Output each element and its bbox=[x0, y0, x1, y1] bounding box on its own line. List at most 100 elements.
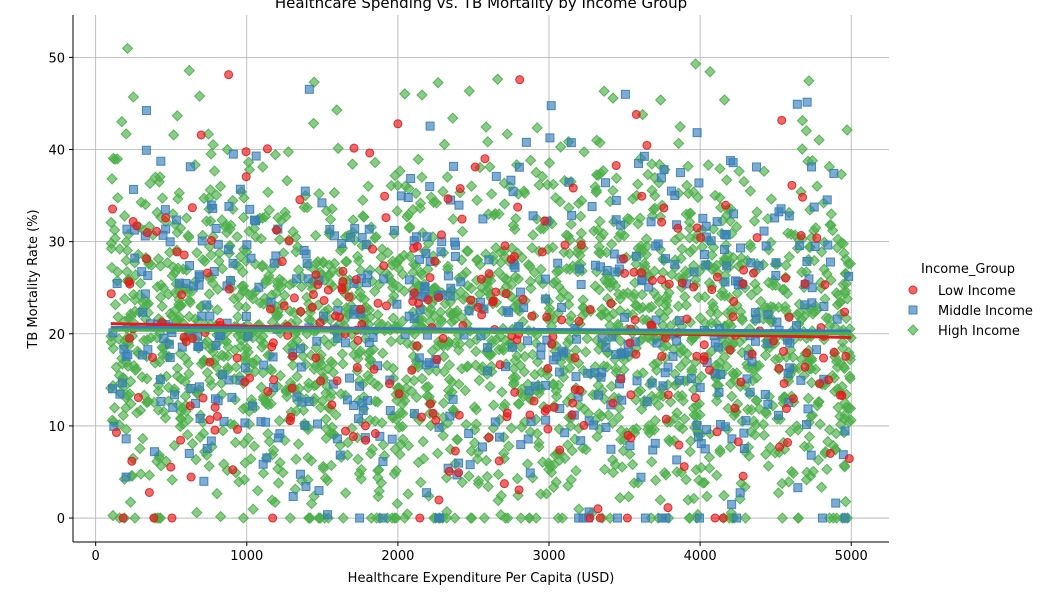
data-point bbox=[560, 229, 573, 241]
data-point bbox=[348, 432, 358, 442]
data-point bbox=[451, 433, 463, 446]
data-point bbox=[814, 379, 824, 389]
data-point bbox=[501, 128, 513, 140]
data-point bbox=[533, 179, 545, 191]
data-point bbox=[362, 369, 374, 382]
data-point bbox=[729, 296, 739, 306]
data-point bbox=[491, 287, 501, 297]
data-point bbox=[712, 427, 722, 437]
data-point bbox=[499, 398, 511, 410]
data-point bbox=[562, 298, 575, 311]
data-point bbox=[173, 187, 185, 199]
data-point bbox=[800, 474, 813, 486]
data-point bbox=[480, 454, 492, 467]
x-tick-label: 0 bbox=[92, 549, 100, 564]
data-point bbox=[721, 200, 731, 210]
data-point bbox=[428, 408, 438, 418]
data-point bbox=[156, 192, 169, 204]
data-point bbox=[355, 381, 365, 391]
data-point bbox=[281, 175, 293, 187]
data-point bbox=[210, 425, 220, 435]
data-point bbox=[319, 295, 329, 305]
data-point bbox=[311, 270, 321, 280]
data-point bbox=[718, 351, 731, 363]
data-point bbox=[108, 224, 121, 236]
data-point bbox=[309, 229, 322, 242]
data-point bbox=[829, 347, 839, 357]
data-point bbox=[304, 512, 316, 524]
data-point bbox=[511, 472, 524, 485]
data-point bbox=[411, 232, 421, 242]
data-point bbox=[106, 261, 118, 274]
data-point bbox=[164, 339, 174, 349]
data-point bbox=[269, 258, 279, 268]
data-point bbox=[288, 351, 298, 361]
data-point bbox=[473, 302, 483, 312]
data-point bbox=[574, 513, 584, 523]
data-point bbox=[838, 362, 851, 375]
data-point bbox=[125, 333, 135, 343]
data-point bbox=[241, 172, 251, 182]
data-point bbox=[554, 141, 567, 153]
data-point bbox=[130, 363, 143, 375]
data-point bbox=[120, 254, 132, 267]
data-point bbox=[830, 512, 843, 524]
data-point bbox=[109, 298, 122, 311]
data-point bbox=[803, 404, 813, 414]
data-point bbox=[463, 470, 475, 482]
data-point bbox=[728, 312, 738, 322]
data-point bbox=[800, 125, 813, 137]
data-point bbox=[295, 469, 305, 479]
data-point bbox=[498, 198, 511, 210]
data-point bbox=[698, 213, 708, 223]
data-point bbox=[796, 375, 806, 385]
data-point bbox=[604, 281, 617, 293]
data-point bbox=[368, 285, 381, 298]
data-point bbox=[700, 444, 710, 454]
data-point bbox=[492, 494, 504, 507]
data-point bbox=[416, 269, 428, 281]
data-point bbox=[250, 231, 262, 243]
data-point bbox=[503, 440, 515, 452]
data-point bbox=[130, 253, 140, 263]
data-point bbox=[672, 300, 685, 312]
data-point bbox=[811, 345, 821, 355]
data-point bbox=[483, 366, 493, 376]
data-point bbox=[251, 216, 261, 226]
data-point bbox=[245, 453, 257, 465]
data-point bbox=[312, 336, 322, 346]
data-point bbox=[270, 287, 282, 299]
data-point bbox=[560, 262, 573, 275]
data-point bbox=[143, 345, 153, 355]
data-point bbox=[562, 291, 575, 303]
data-point bbox=[357, 210, 369, 222]
data-point bbox=[457, 214, 467, 224]
data-point bbox=[523, 512, 536, 524]
data-point bbox=[160, 205, 170, 215]
data-point bbox=[719, 290, 731, 302]
data-point bbox=[247, 293, 259, 305]
data-point bbox=[292, 438, 305, 450]
data-point bbox=[663, 503, 673, 513]
data-point bbox=[830, 427, 842, 440]
data-point bbox=[154, 260, 167, 272]
data-point bbox=[272, 225, 282, 235]
data-point bbox=[664, 279, 674, 289]
data-point bbox=[557, 315, 567, 325]
data-point bbox=[570, 385, 580, 395]
data-point bbox=[495, 360, 505, 370]
data-point bbox=[313, 280, 323, 290]
data-point bbox=[262, 428, 274, 440]
data-point bbox=[647, 276, 657, 286]
data-point bbox=[121, 434, 131, 444]
data-point bbox=[831, 361, 844, 373]
data-point bbox=[135, 468, 147, 480]
data-point bbox=[792, 512, 804, 524]
data-point bbox=[153, 176, 165, 188]
data-point bbox=[553, 258, 563, 268]
data-point bbox=[240, 363, 250, 373]
data-point bbox=[620, 89, 630, 99]
data-point bbox=[718, 94, 731, 106]
data-point bbox=[471, 453, 484, 465]
data-point bbox=[474, 259, 486, 271]
